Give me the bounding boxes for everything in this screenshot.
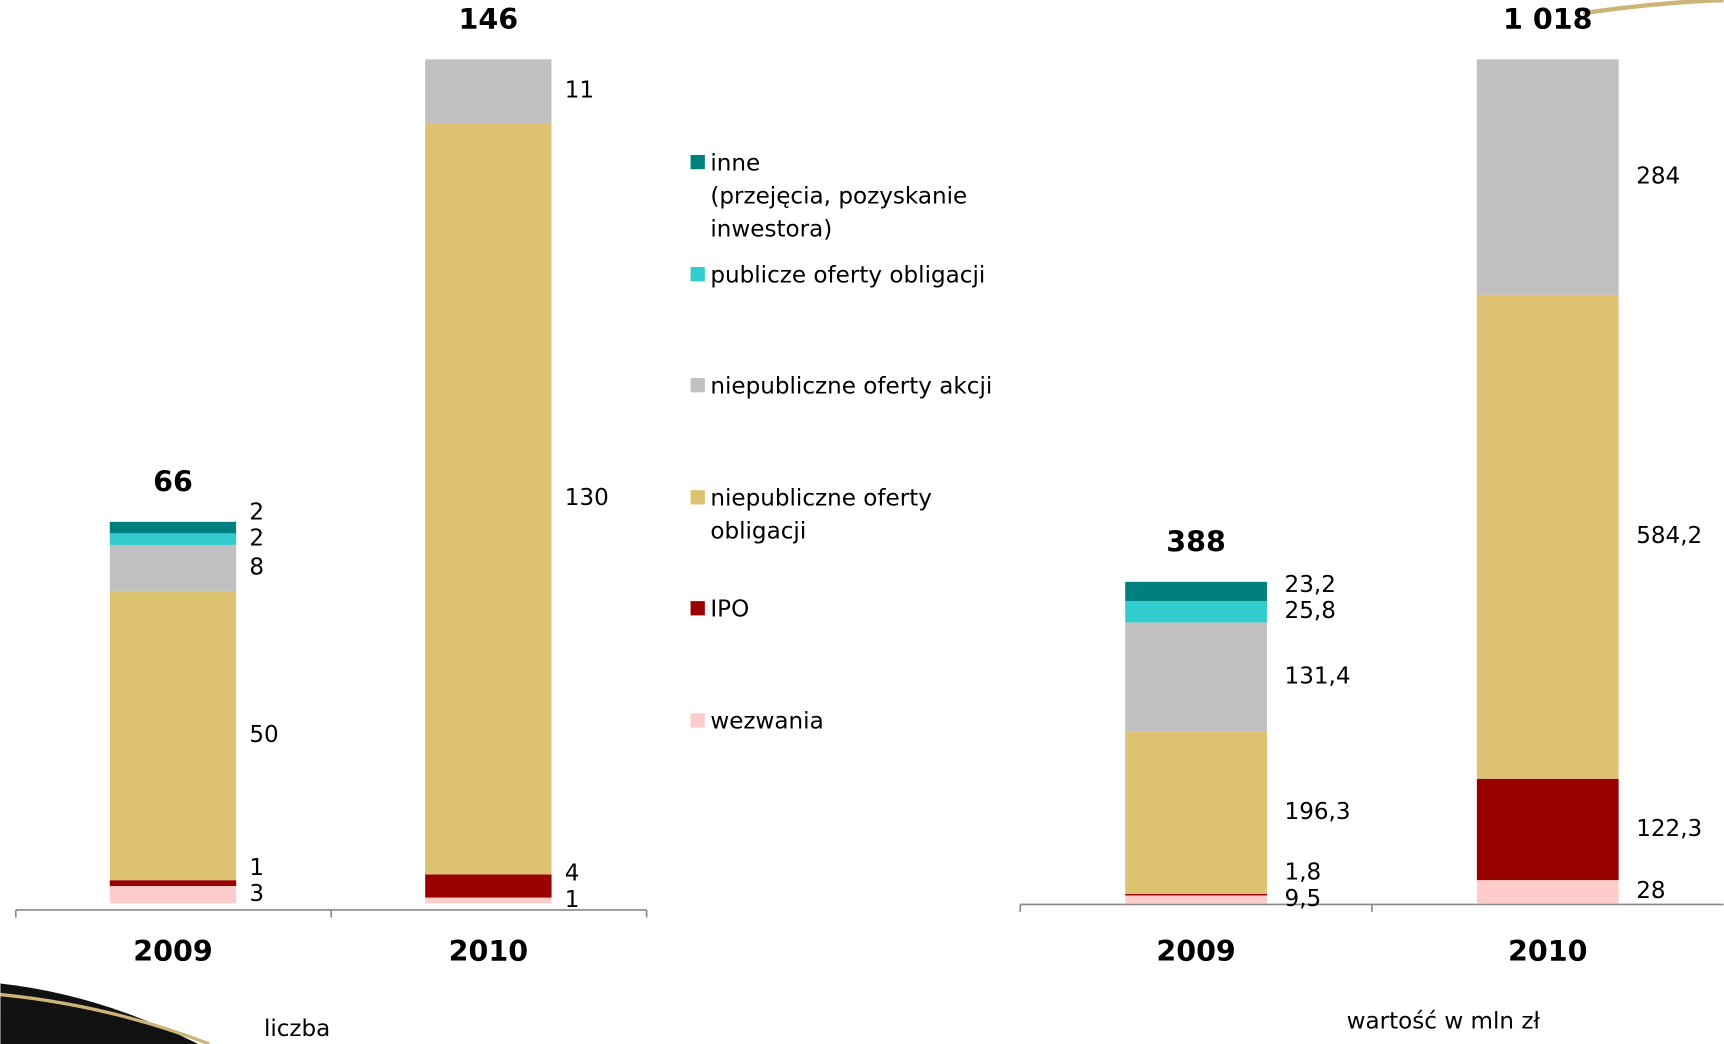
legend-label: niepubliczne oferty akcji bbox=[710, 372, 993, 399]
bar-segment bbox=[1125, 893, 1267, 896]
total-label: 1 018 bbox=[1503, 2, 1592, 36]
legend-entry: publicze oferty obligacji bbox=[710, 261, 986, 288]
x-label: liczba bbox=[264, 1016, 330, 1042]
legend-entry: niepubliczne oferty obligacji bbox=[710, 484, 932, 544]
x-tick-label: 2009 bbox=[133, 934, 212, 968]
data-label: 130 bbox=[565, 485, 609, 511]
bar-segment bbox=[109, 880, 237, 886]
x-tick-label: 2010 bbox=[1508, 934, 1587, 968]
bar-segment bbox=[109, 533, 237, 545]
legend-entry: inne (przejęcia, pozyskanie inwestora) bbox=[710, 149, 968, 242]
data-label: 25,8 bbox=[1285, 598, 1336, 624]
data-label: 196,3 bbox=[1285, 799, 1351, 825]
data-label: 584,2 bbox=[1636, 523, 1702, 549]
legend-swatch bbox=[690, 490, 705, 505]
total-label: 146 bbox=[459, 2, 519, 36]
legend-entry: IPO bbox=[710, 595, 750, 623]
data-label: 23,2 bbox=[1285, 572, 1336, 598]
data-label: 3 bbox=[249, 881, 264, 907]
data-label: 131,4 bbox=[1285, 663, 1351, 689]
data-label: 122,3 bbox=[1636, 816, 1702, 842]
bar-segment bbox=[1125, 581, 1267, 602]
data-label: 1 bbox=[565, 887, 580, 913]
legend-swatch bbox=[690, 601, 705, 616]
data-label: 28 bbox=[1636, 878, 1665, 904]
data-label: 50 bbox=[249, 722, 278, 748]
decoration bbox=[1582, 0, 1724, 16]
legend-swatch bbox=[690, 713, 705, 728]
data-label: 1 bbox=[249, 855, 264, 881]
legend-label: IPO bbox=[710, 595, 750, 623]
legend-label: wezwania bbox=[710, 707, 824, 735]
bar-segment bbox=[1125, 601, 1267, 623]
legend-entry: niepubliczne oferty akcji bbox=[710, 372, 993, 399]
legend-swatch bbox=[690, 154, 705, 170]
decoration bbox=[0, 992, 210, 1044]
bar-segment bbox=[1476, 778, 1619, 881]
legend-label: publicze oferty obligacji bbox=[710, 261, 986, 288]
data-label: 11 bbox=[565, 78, 594, 104]
decoration bbox=[0, 983, 199, 1044]
bar-segment bbox=[1476, 294, 1619, 779]
bar-segment bbox=[1476, 59, 1619, 295]
bar-segment bbox=[109, 885, 237, 904]
legend-swatch bbox=[690, 378, 705, 393]
total-label: 66 bbox=[153, 464, 193, 498]
bar-segment bbox=[425, 59, 552, 123]
legend-entry: wezwania bbox=[710, 707, 824, 735]
bar-segment bbox=[109, 544, 237, 592]
data-label: 2 bbox=[249, 499, 264, 525]
bar-segment bbox=[425, 122, 552, 875]
bar-segment bbox=[109, 521, 237, 534]
bar-segment bbox=[109, 591, 237, 881]
bar-segment bbox=[1125, 622, 1267, 732]
data-label: 1,8 bbox=[1285, 860, 1322, 886]
total-label: 388 bbox=[1166, 524, 1226, 558]
data-label: 4 bbox=[565, 861, 580, 887]
data-label: 9,5 bbox=[1285, 886, 1322, 912]
legend-label: inne (przejęcia, pozyskanie inwestora) bbox=[710, 149, 968, 242]
bar-segment bbox=[1125, 895, 1267, 904]
data-label: 2 bbox=[249, 526, 264, 552]
x-tick-label: 2009 bbox=[1156, 934, 1236, 968]
legend-label: niepubliczne oferty obligacji bbox=[710, 484, 932, 544]
data-label: 8 bbox=[249, 555, 264, 581]
bar-segment bbox=[425, 897, 552, 904]
x-label: wartość w mln zł bbox=[1347, 1009, 1541, 1035]
data-label: 284 bbox=[1636, 164, 1680, 190]
x-tick-label: 2010 bbox=[449, 934, 529, 968]
bar-segment bbox=[1476, 880, 1619, 904]
bar-segment bbox=[1125, 731, 1267, 894]
legend-swatch bbox=[690, 267, 705, 282]
bar-segment bbox=[425, 874, 552, 898]
